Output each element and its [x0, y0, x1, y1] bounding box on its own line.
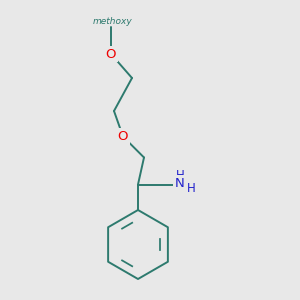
Text: H: H — [176, 169, 184, 182]
Text: methoxy: methoxy — [93, 16, 132, 26]
Text: N: N — [175, 177, 185, 190]
Text: O: O — [118, 130, 128, 143]
Text: H: H — [187, 182, 196, 195]
Text: O: O — [106, 47, 116, 61]
